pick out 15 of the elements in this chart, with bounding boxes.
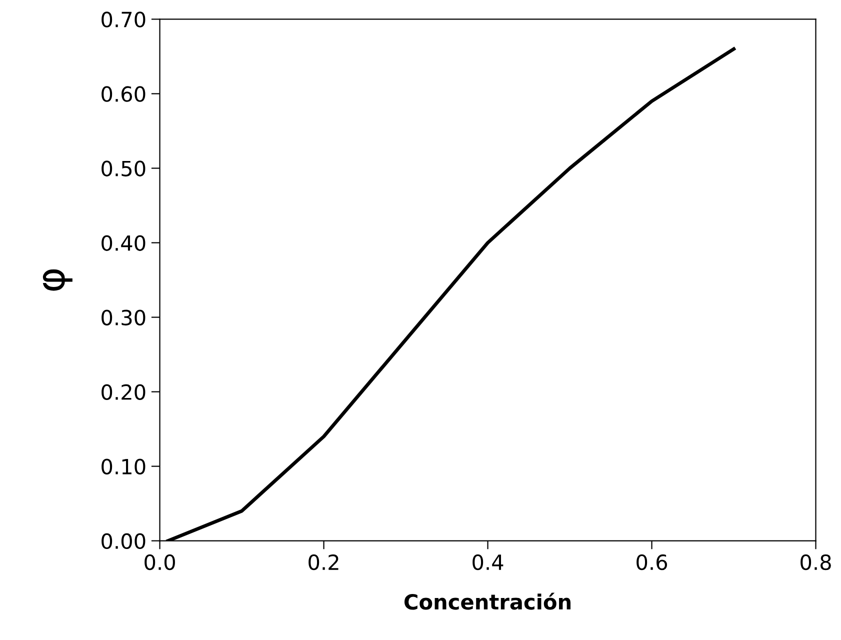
x-tick-label: 0.6	[636, 554, 668, 570]
x-tick-label: 0.4	[472, 554, 504, 570]
y-tick-label: 0.10	[102, 458, 146, 474]
x-tick-label: 0.8	[800, 554, 831, 570]
y-tick-label: 0.70	[102, 12, 146, 28]
x-tick-label: 0.2	[308, 554, 338, 570]
y-tick-label: 0.40	[102, 235, 146, 251]
y-tick-label: 0.60	[102, 86, 146, 102]
y-tick-label: 0.50	[102, 160, 146, 176]
x-tick-label: 0.0	[144, 554, 175, 570]
y-tick-label: 0.00	[102, 533, 146, 550]
y-tick-label: 0.30	[102, 310, 146, 326]
y-axis-title: φ	[42, 269, 72, 291]
y-tick-label: 0.20	[102, 384, 146, 400]
x-axis-title: Concentración	[404, 592, 570, 610]
